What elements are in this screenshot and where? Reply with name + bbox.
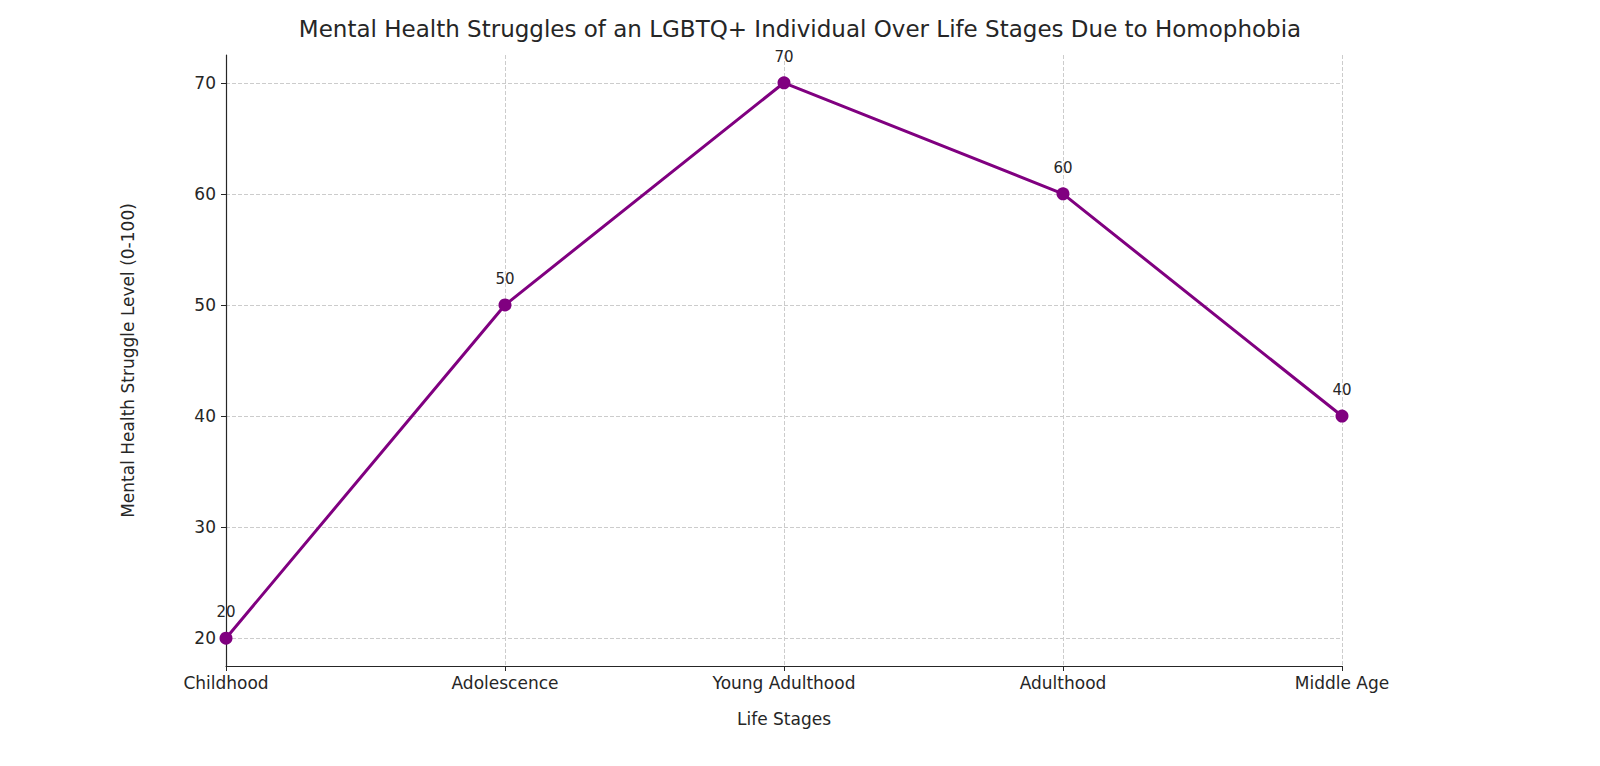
svg-text:Adulthood: Adulthood — [1020, 673, 1107, 693]
svg-text:70: 70 — [774, 48, 793, 66]
svg-text:Adolescence: Adolescence — [452, 673, 559, 693]
svg-text:20: 20 — [194, 628, 216, 648]
svg-text:40: 40 — [194, 406, 216, 426]
svg-text:Mental Health Struggles of an: Mental Health Struggles of an LGBTQ+ Ind… — [299, 16, 1301, 42]
svg-text:Young Adulthood: Young Adulthood — [712, 673, 856, 693]
svg-text:20: 20 — [216, 603, 235, 621]
svg-text:Life Stages: Life Stages — [737, 709, 831, 729]
svg-text:60: 60 — [1053, 159, 1072, 177]
svg-text:50: 50 — [495, 270, 514, 288]
svg-text:40: 40 — [1332, 381, 1351, 399]
svg-text:60: 60 — [194, 184, 216, 204]
svg-text:30: 30 — [194, 517, 216, 537]
svg-text:Childhood: Childhood — [183, 673, 268, 693]
svg-text:Middle Age: Middle Age — [1295, 673, 1389, 693]
svg-text:50: 50 — [194, 295, 216, 315]
svg-text:70: 70 — [194, 73, 216, 93]
svg-text:Mental Health Struggle Level (: Mental Health Struggle Level (0-100) — [118, 203, 138, 518]
